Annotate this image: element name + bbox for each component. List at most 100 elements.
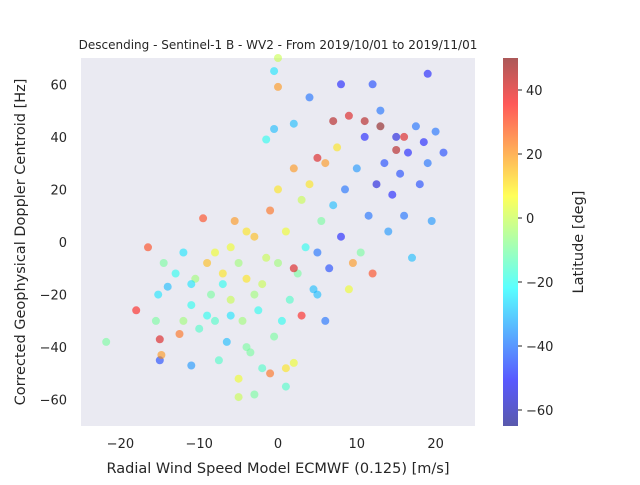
- scatter-point: [431, 127, 440, 136]
- scatter-point: [285, 295, 294, 304]
- scatter-point: [400, 132, 409, 141]
- scatter-point: [305, 180, 314, 189]
- scatter-point: [289, 358, 298, 367]
- scatter-point: [274, 259, 282, 267]
- scatter-point: [187, 301, 196, 310]
- scatter-point: [360, 117, 369, 126]
- scatter-point: [344, 111, 353, 120]
- plot-area: [81, 58, 475, 426]
- y-tick-label: 60: [50, 78, 67, 93]
- point-layer: [102, 54, 448, 402]
- colorbar-ticks: −60 −40 −20 0 20 40: [518, 84, 553, 419]
- scatter-point: [230, 217, 239, 225]
- scatter-point: [274, 54, 282, 62]
- scatter-point: [341, 185, 349, 194]
- scatter-point: [270, 67, 279, 76]
- scatter-point: [281, 364, 290, 373]
- y-tick-label: 40: [50, 131, 67, 146]
- scatter-point: [242, 343, 251, 352]
- scatter-point: [175, 330, 184, 338]
- scatter-point: [262, 135, 271, 144]
- scatter-point: [400, 211, 409, 220]
- colorbar-tick-label: 40: [526, 84, 543, 99]
- x-tick-label: 0: [274, 437, 282, 452]
- y-tick-label: 0: [59, 236, 67, 251]
- scatter-point: [179, 316, 188, 325]
- scatter-point: [333, 143, 342, 152]
- scatter-point: [313, 290, 322, 299]
- scatter-point: [411, 122, 420, 131]
- scatter-point: [368, 269, 377, 278]
- scatter-point: [297, 195, 306, 204]
- scatter-point: [274, 82, 282, 91]
- scatter-point: [281, 227, 290, 236]
- scatter-point: [171, 269, 180, 278]
- scatter-point: [250, 232, 259, 241]
- colorbar-tick-label: 20: [526, 148, 543, 163]
- y-axis-label: Corrected Geophysical Doppler Centroid […: [13, 79, 29, 406]
- scatter-point: [132, 306, 141, 315]
- scatter-point: [277, 316, 286, 325]
- scatter-point: [187, 280, 196, 289]
- scatter-point: [199, 214, 208, 223]
- colorbar-tick-label: −60: [526, 404, 553, 419]
- scatter-point: [372, 180, 381, 189]
- scatter-point: [368, 80, 377, 89]
- scatter-point: [281, 382, 290, 391]
- scatter-point: [321, 159, 330, 168]
- scatter-point: [415, 180, 424, 189]
- scatter-point: [337, 80, 345, 89]
- x-axis-label: Radial Wind Speed Model ECMWF (0.125) [m…: [106, 461, 449, 477]
- x-tick-label: −10: [185, 437, 212, 452]
- scatter-point: [301, 243, 310, 252]
- scatter-point: [321, 316, 330, 325]
- scatter-point: [364, 211, 373, 220]
- scatter-point: [376, 106, 385, 115]
- scatter-point: [317, 217, 326, 225]
- scatter-point: [211, 316, 219, 325]
- x-tick-label: 20: [427, 437, 444, 452]
- scatter-point: [356, 248, 365, 257]
- scatter-point: [218, 280, 227, 289]
- scatter-point: [392, 146, 401, 154]
- scatter-point: [262, 253, 271, 262]
- scatter-point: [203, 259, 212, 267]
- scatter-point: [266, 369, 275, 378]
- y-tick-label: −60: [40, 394, 67, 409]
- scatter-point: [270, 125, 279, 133]
- y-tick-labels: −60 −40 −20 0 20 40 60: [40, 78, 67, 408]
- scatter-point: [313, 248, 322, 257]
- scatter-point: [396, 169, 405, 178]
- x-tick-label: 10: [349, 437, 366, 452]
- scatter-point: [222, 337, 231, 346]
- scatter-point: [159, 259, 168, 267]
- scatter-point: [207, 290, 215, 299]
- scatter-point: [155, 335, 164, 344]
- scatter-point: [157, 351, 166, 359]
- scatter-point: [392, 132, 401, 141]
- scatter-point: [258, 364, 267, 373]
- scatter-point: [360, 132, 369, 141]
- colorbar: [503, 58, 518, 426]
- scatter-point: [203, 311, 212, 320]
- scatter-point: [423, 69, 432, 78]
- scatter-point: [151, 316, 160, 325]
- scatter-point: [297, 311, 306, 320]
- scatter-point: [218, 269, 227, 278]
- scatter-point: [187, 361, 196, 370]
- scatter-point: [214, 356, 223, 365]
- scatter-point: [258, 280, 267, 289]
- scatter-point: [242, 274, 251, 283]
- x-tick-label: −20: [107, 437, 134, 452]
- scatter-point: [242, 227, 251, 236]
- x-tick-labels: −20 −10 0 10 20: [107, 437, 444, 452]
- scatter-point: [384, 227, 393, 236]
- scatter-point: [234, 259, 243, 267]
- scatter-point: [408, 253, 416, 262]
- scatter-point: [234, 393, 243, 402]
- scatter-point: [274, 185, 282, 194]
- colorbar-label: Latitude [deg]: [571, 191, 587, 294]
- scatter-point: [427, 217, 436, 225]
- scatter-point: [388, 190, 397, 199]
